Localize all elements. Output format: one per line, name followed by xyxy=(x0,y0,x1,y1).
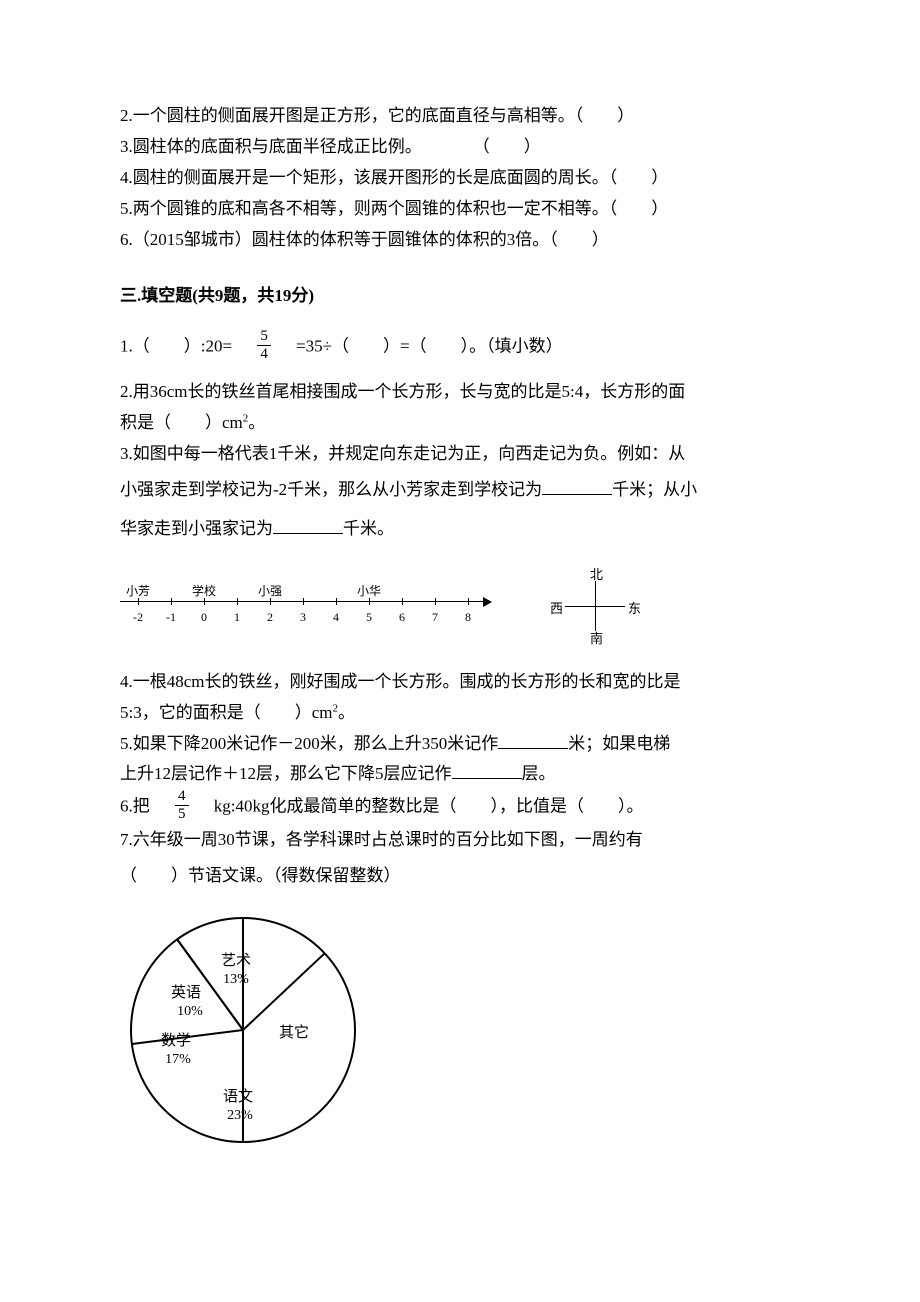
q3-2b-post: 。 xyxy=(248,413,265,432)
fraction-5-4: 5 4 xyxy=(257,329,271,362)
q3-3c: 华家走到小强家记为 千米。 xyxy=(120,510,800,547)
pie-slice-label: 其它 xyxy=(279,1023,309,1041)
compass-hline xyxy=(565,606,625,607)
pie-slice-percent: 10% xyxy=(177,1004,203,1019)
numline-tick-label: 2 xyxy=(267,607,273,627)
blank-3 xyxy=(498,731,568,749)
numline-top-label: 小芳 xyxy=(126,581,150,601)
q3-5b-pre: 上升12层记作＋12层，那么它下降5层应记作 xyxy=(120,764,452,783)
compass-east: 东 xyxy=(628,598,641,620)
blank-2 xyxy=(273,516,343,534)
frac-den-2: 5 xyxy=(175,806,189,822)
numline-tick xyxy=(336,598,337,605)
q3-3c-pre: 华家走到小强家记为 xyxy=(120,519,273,538)
q2-5: 5.两个圆锥的底和高各不相等，则两个圆锥的体积也一定不相等。（ ） xyxy=(120,195,800,224)
compass-west: 西 xyxy=(550,598,563,620)
numline-tick-label: 0 xyxy=(201,607,207,627)
q3-2b: 积是（ ）cm2。 xyxy=(120,409,800,438)
q3-4b-post: 。 xyxy=(338,703,355,722)
numline-tick xyxy=(303,598,304,605)
numline-tick-label: 8 xyxy=(465,607,471,627)
q3-2b-pre: 积是（ ）cm xyxy=(120,413,243,432)
q3-1: 1.（ ）:20= 5 4 =35÷（ ）=（ ）。（填小数） xyxy=(120,331,800,364)
numline-arrow-icon xyxy=(483,597,492,607)
q3-3a: 3.如图中每一格代表1千米，并规定向东走记为正，向西走记为负。例如：从 xyxy=(120,440,800,469)
q3-6-post: kg:40kg化成最简单的整数比是（ ），比值是（ ）。 xyxy=(197,797,644,816)
q3-5b: 上升12层记作＋12层，那么它下降5层应记作 层。 xyxy=(120,760,800,789)
q3-6-pre: 6.把 xyxy=(120,797,167,816)
numline-tick-label: 5 xyxy=(366,607,372,627)
q3-6: 6.把 4 5 kg:40kg化成最简单的整数比是（ ），比值是（ ）。 xyxy=(120,791,800,824)
pie-slice-label: 语文 xyxy=(223,1088,253,1105)
pie-slice-label: 数学 xyxy=(161,1032,191,1049)
compass-north: 北 xyxy=(590,564,603,586)
q3-1-post: =35÷（ ）=（ ）。（填小数） xyxy=(279,337,563,356)
q3-4b-pre: 5:3，它的面积是（ ）cm xyxy=(120,703,333,722)
fraction-4-5: 4 5 xyxy=(175,789,189,822)
numline-tick xyxy=(435,598,436,605)
q2-2: 2.一个圆柱的侧面展开图是正方形，它的底面直径与高相等。（ ） xyxy=(120,102,800,131)
numline-tick xyxy=(402,598,403,605)
blank-1 xyxy=(542,477,612,495)
pie-chart-wrap: 艺术 13% 英语 10% 数学 17% 语文 23% 其它 xyxy=(128,915,800,1155)
q2-3: 3.圆柱体的底面积与底面半径成正比例。 （ ） xyxy=(120,133,800,162)
q3-2a: 2.用36cm长的铁丝首尾相接围成一个长方形，长与宽的比是5:4，长方形的面 xyxy=(120,378,800,407)
pie-slice-label: 英语 xyxy=(171,983,201,1001)
numline-tick-label: 6 xyxy=(399,607,405,627)
numline-tick-label: 7 xyxy=(432,607,438,627)
q3-3c-post: 千米。 xyxy=(343,519,394,538)
q3-5a: 5.如果下降200米记作－200米，那么上升350米记作 米；如果电梯 xyxy=(120,730,800,759)
q3-3b-pre: 小强家走到学校记为-2千米，那么从小芳家走到学校记为 xyxy=(120,480,542,499)
numline-tick xyxy=(171,598,172,605)
number-line: -2 -1 0 1 2 3 4 5 6 7 8 小芳 学校 小强 小华 xyxy=(120,583,490,628)
q3-4b: 5:3，它的面积是（ ）cm2。 xyxy=(120,699,800,728)
pie-slice-percent: 13% xyxy=(223,972,249,987)
q3-5a-post: 米；如果电梯 xyxy=(568,734,670,753)
numline-tick-label: 4 xyxy=(333,607,339,627)
q3-1-pre: 1.（ ）:20= xyxy=(120,337,249,356)
compass-south: 南 xyxy=(590,628,603,650)
section3-header: 三.填空题(共9题，共19分) xyxy=(120,282,800,311)
q3-7a: 7.六年级一周30节课，各学科课时占总课时的百分比如下图，一周约有 xyxy=(120,826,800,855)
q3-4a: 4.一根48cm长的铁丝，刚好围成一个长方形。围成的长方形的长和宽的比是 xyxy=(120,668,800,697)
frac-num: 5 xyxy=(257,329,271,346)
numline-tick xyxy=(468,598,469,605)
pie-slice-percent: 17% xyxy=(165,1052,191,1067)
numline-tick-label: 1 xyxy=(234,607,240,627)
numline-tick-label: -1 xyxy=(166,607,176,627)
blank-4 xyxy=(452,761,522,779)
q2-4: 4.圆柱的侧面展开是一个矩形，该展开图形的长是底面圆的周长。（ ） xyxy=(120,164,800,193)
frac-den: 4 xyxy=(257,346,271,362)
pie-chart: 艺术 13% 英语 10% 数学 17% 语文 23% 其它 xyxy=(128,915,358,1145)
q3-3b: 小强家走到学校记为-2千米，那么从小芳家走到学校记为 千米；从小 xyxy=(120,471,800,508)
pie-slice-percent: 23% xyxy=(227,1108,253,1123)
q3-5b-post: 层。 xyxy=(522,764,556,783)
q3-5a-pre: 5.如果下降200米记作－200米，那么上升350米记作 xyxy=(120,734,498,753)
numline-tick xyxy=(237,598,238,605)
q3-3b-post: 千米；从小 xyxy=(612,480,697,499)
q3-7b: （ ）节语文课。（得数保留整数） xyxy=(120,857,800,894)
figure-row: -2 -1 0 1 2 3 4 5 6 7 8 小芳 学校 小强 小华 北 南 西 东 xyxy=(120,566,800,646)
q2-6: 6.（2015邹城市）圆柱体的体积等于圆锥体的体积的3倍。（ ） xyxy=(120,226,800,255)
numline-tick-label: -2 xyxy=(133,607,143,627)
compass: 北 南 西 东 xyxy=(550,566,640,646)
numline-tick-label: 3 xyxy=(300,607,306,627)
pie-slice-label: 艺术 xyxy=(221,952,251,969)
numline-top-label: 小华 xyxy=(357,581,381,601)
frac-num-2: 4 xyxy=(175,789,189,806)
numline-top-label: 小强 xyxy=(258,581,282,601)
numline-top-label: 学校 xyxy=(192,581,216,601)
